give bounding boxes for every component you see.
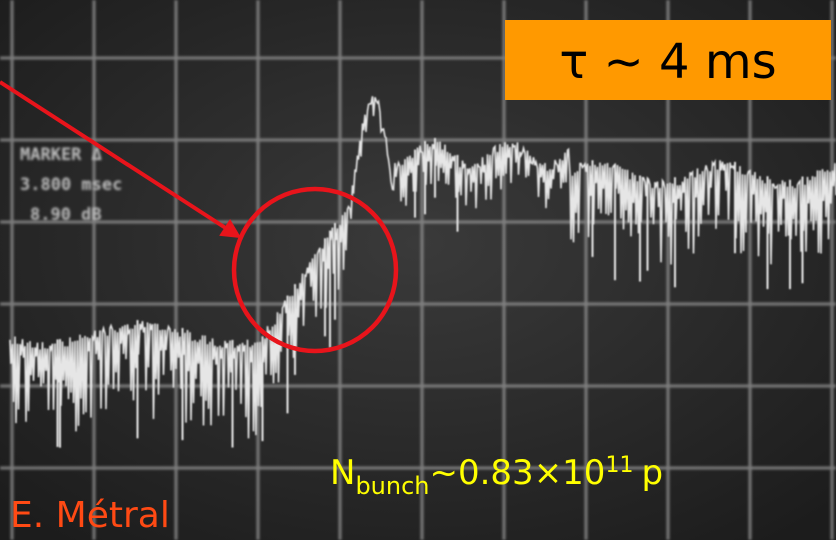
n-bunch-label: Nbunch~0.83×1011 p [330,453,663,500]
n-subscript: bunch [355,472,429,500]
readout-line: 8.90 dB [30,205,102,225]
readout-line: 3.800 msec [20,175,122,195]
highlight-circle [231,186,399,354]
tau-box [505,20,831,100]
n-unit: p [641,453,663,493]
trace-path [9,96,836,439]
author: E. Métral [10,495,170,536]
n-text: ~0.83×10 [430,453,606,493]
n-superscript: 11 [605,453,633,478]
signal-trace [9,96,836,448]
tau-label: τ ~ 4 ms [559,34,776,90]
readout-line: MARKER Δ [20,145,102,165]
pointer-arrow [0,80,242,239]
screen-readout: MARKER Δ 3.800 msec 8.90 dB [20,145,122,225]
n-symbol: N [330,453,355,493]
